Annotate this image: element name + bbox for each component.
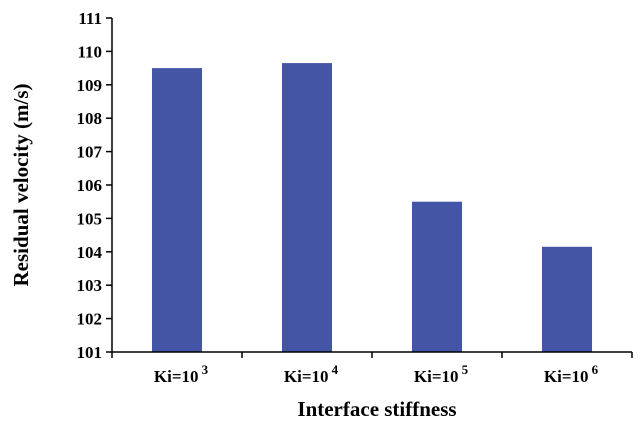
y-tick-label: 108 bbox=[77, 109, 103, 128]
x-axis: Ki=10 3 Ki=10 4 Ki=10 5 Ki=10 6 bbox=[111, 351, 633, 386]
y-axis-title: Residual velocity (m/s) bbox=[9, 84, 33, 287]
bar bbox=[411, 201, 463, 352]
x-tick-label: Ki=10 5 bbox=[414, 362, 469, 386]
y-tick-label: 103 bbox=[77, 276, 103, 295]
x-axis-title: Interface stiffness bbox=[297, 397, 456, 421]
y-axis: 101 102 103 104 105 106 107 108 109 110 111 bbox=[77, 9, 113, 362]
y-tick-label: 104 bbox=[77, 243, 103, 262]
y-tick-label: 109 bbox=[77, 76, 103, 95]
x-tick-label: Ki=10 4 bbox=[284, 362, 339, 386]
x-ticks: Ki=10 3 Ki=10 4 Ki=10 5 Ki=10 6 bbox=[111, 352, 633, 386]
y-tick-label: 101 bbox=[77, 343, 103, 362]
bars-group bbox=[151, 63, 593, 353]
y-ticks: 101 102 103 104 105 106 107 108 109 110 111 bbox=[77, 9, 112, 362]
bar bbox=[541, 246, 593, 352]
y-tick-label: 110 bbox=[77, 42, 102, 61]
y-tick-label: 106 bbox=[77, 176, 103, 195]
x-tick-label: Ki=10 3 bbox=[154, 362, 209, 386]
y-tick-label: 111 bbox=[78, 9, 102, 28]
bar bbox=[281, 63, 333, 353]
bar bbox=[151, 68, 203, 352]
y-tick-label: 107 bbox=[77, 143, 103, 162]
y-tick-label: 105 bbox=[77, 209, 103, 228]
x-tick-label: Ki=10 6 bbox=[544, 362, 599, 386]
y-tick-label: 102 bbox=[77, 310, 103, 329]
